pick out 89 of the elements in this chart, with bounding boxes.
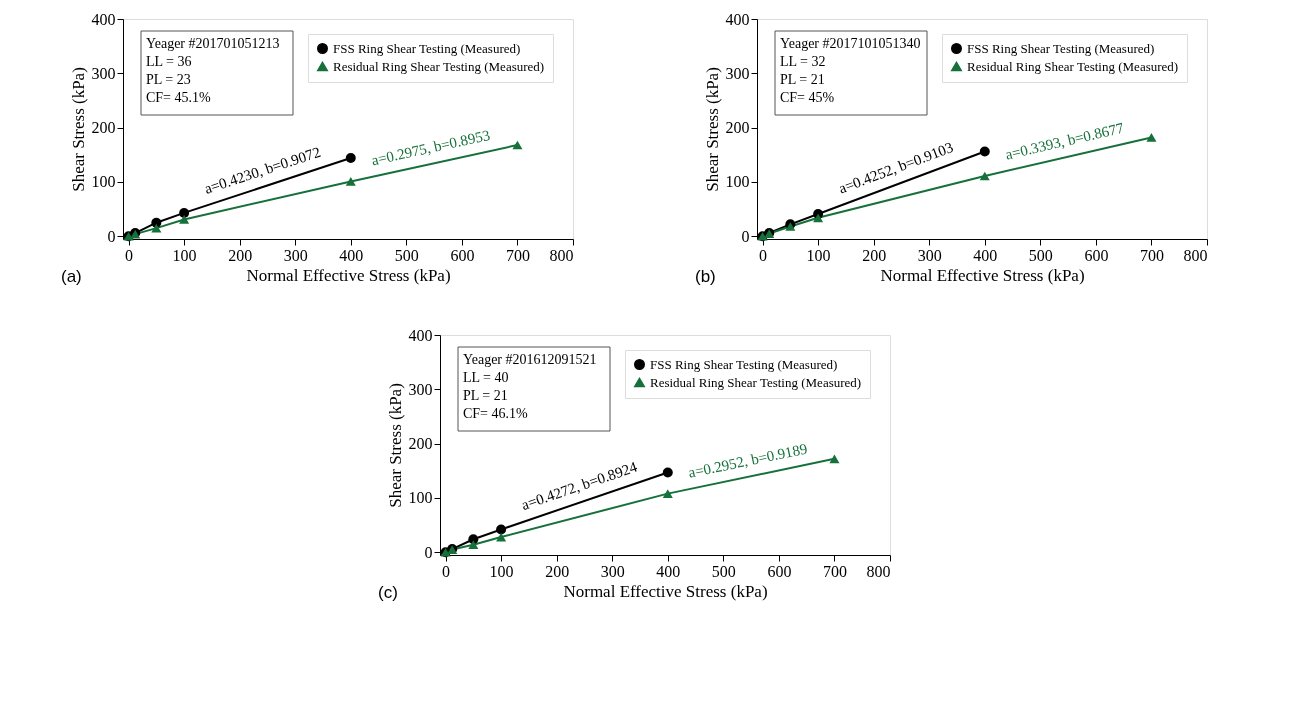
annotation: a=0.2975, b=0.8953 [369,126,492,169]
x-tick-label: 500 [394,246,419,264]
y-tick-label: 100 [91,173,116,191]
point [468,534,479,545]
y-tick-label: 400 [91,10,116,28]
point [979,171,990,181]
x-tick-label: 800 [1183,246,1208,264]
y-tick-label: 0 [107,227,116,245]
legend-label: FSS Ring Shear Testing (Measured) [967,40,1155,56]
text: (b) [695,267,716,286]
annotation: LL = 36 [146,54,192,69]
x-tick-label: 800 [549,246,574,264]
x-tick-label: 600 [450,246,475,264]
text: (a) [61,267,82,286]
y-tick-label: 0 [424,543,433,561]
y-axis-title: Shear Stress (kPa) [702,67,722,192]
point [345,177,356,186]
point [829,454,840,464]
annotation: PL = 23 [146,72,191,87]
legend-label: Residual Ring Shear Testing (Measured) [967,58,1179,74]
x-tick-label: 0 [125,246,134,264]
x-axis-title: Normal Effective Stress (kPa) [563,581,768,601]
annotation: a=0.3393, b=0.8677 [1003,119,1126,163]
annotation: Yeager #201612091521 [463,352,597,367]
x-tick-label: 600 [1084,246,1109,264]
point [468,540,479,550]
annotation: LL = 32 [780,54,826,69]
x-tick-label: 400 [339,246,364,264]
x-axis-title: Normal Effective Stress (kPa) [246,265,451,285]
y-axis-title: Shear Stress (kPa) [385,383,405,508]
legend-label: Residual Ring Shear Testing (Measured) [333,58,545,74]
y-tick-label: 300 [91,64,116,82]
x-tick-label: 200 [228,246,253,264]
y-axis-title: Shear Stress (kPa) [68,67,88,192]
x-tick-label: 0 [759,246,768,264]
annotation: PL = 21 [780,72,825,87]
x-tick-label: 700 [1139,246,1164,264]
y-tick-label: 300 [408,380,433,398]
x-tick-label: 800 [866,562,891,580]
x-axis-title: Normal Effective Stress (kPa) [880,265,1085,285]
point [512,140,523,150]
y-tick-label: 200 [725,119,750,137]
x-tick-label: 300 [600,562,625,580]
point [813,213,824,223]
x-tick-label: 100 [489,562,514,580]
y-tick-label: 200 [91,119,116,137]
y-tick-label: 200 [408,435,433,453]
x-tick-label: 100 [806,246,831,264]
annotation: Yeager #2017101051340 [780,36,921,51]
x-tick-label: 700 [505,246,530,264]
annotation: Yeager #201701051213 [146,36,280,51]
x-tick-label: 400 [973,246,998,264]
x-tick-label: 500 [711,562,736,580]
x-tick-label: 100 [172,246,197,264]
point [662,467,673,478]
x-tick-label: 700 [822,562,847,580]
x-tick-label: 500 [1028,246,1053,264]
x-tick-label: 200 [862,246,887,264]
point [179,215,190,224]
annotation: a=0.2952, b=0.9189 [686,440,809,481]
x-tick-label: 300 [917,246,942,264]
annotation: CF= 45% [780,90,835,105]
point [345,153,356,164]
point [979,146,990,157]
x-tick-label: 600 [767,562,792,580]
legend-label: Residual Ring Shear Testing (Measured) [650,374,862,390]
x-tick-label: 200 [545,562,570,580]
point [179,207,190,218]
x-tick-label: 400 [656,562,681,580]
annotation: PL = 21 [463,388,508,403]
y-tick-label: 400 [725,10,750,28]
legend-label: FSS Ring Shear Testing (Measured) [650,356,838,372]
point [496,524,507,535]
text: (c) [378,583,398,602]
y-tick-label: 300 [725,64,750,82]
y-tick-label: 400 [408,326,433,344]
point [151,223,162,233]
legend-label: FSS Ring Shear Testing (Measured) [333,40,521,56]
x-tick-label: 300 [283,246,308,264]
point [1146,133,1157,142]
y-tick-label: 100 [408,489,433,507]
y-tick-label: 100 [725,173,750,191]
point [662,489,673,498]
point [496,532,507,542]
annotation: LL = 40 [463,370,509,385]
x-tick-label: 0 [442,562,451,580]
annotation: CF= 46.1% [463,406,529,421]
y-tick-label: 0 [741,227,750,245]
annotation: CF= 45.1% [146,90,212,105]
